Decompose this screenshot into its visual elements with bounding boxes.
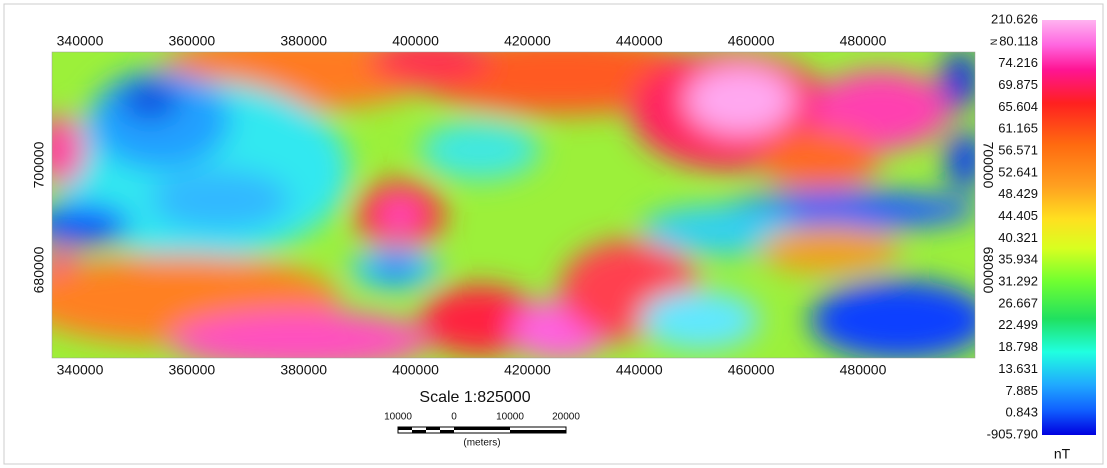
scale-label: 20000 — [552, 412, 580, 423]
x-tick-label-top: 440000 — [616, 33, 663, 49]
colorbar-label: 13.631 — [998, 361, 1038, 376]
x-tick-label-bottom: 420000 — [504, 362, 551, 378]
colorbar-label: 18.798 — [998, 339, 1038, 354]
x-tick-label-bottom: 480000 — [840, 362, 887, 378]
colorbar-label: 74.216 — [998, 55, 1038, 70]
x-tick-label-bottom: 340000 — [57, 362, 104, 378]
x-tick-label-top: 400000 — [392, 33, 439, 49]
anomaly-map — [20, 30, 990, 370]
x-tick-label-top: 360000 — [168, 33, 215, 49]
unit-label: nT — [1054, 446, 1071, 462]
colorbar-label: 80.118 — [999, 33, 1038, 48]
x-tick-label-bottom: 380000 — [280, 362, 327, 378]
colorbar-label: 210.626 — [991, 11, 1038, 26]
colorbar-label: 69.875 — [998, 77, 1038, 92]
y-tick-label-right: 680000 — [980, 247, 996, 294]
colorbar-label: 26.667 — [998, 295, 1038, 310]
x-tick-label-top: 420000 — [504, 33, 551, 49]
x-tick-label-top: 460000 — [728, 33, 775, 49]
colorbar-label: 48.429 — [998, 186, 1038, 201]
colorbar-label: 65.604 — [998, 99, 1038, 114]
colorbar-label: 52.641 — [998, 164, 1038, 179]
colorbar-label: 56.571 — [998, 142, 1038, 157]
scale-label: 10000 — [384, 412, 412, 423]
x-tick-label-top: 480000 — [840, 33, 887, 49]
x-tick-label-top: 340000 — [57, 33, 104, 49]
colorbar-label: 61.165 — [998, 121, 1038, 136]
colorbar-label: 22.499 — [998, 317, 1038, 332]
scale-bar — [398, 427, 566, 433]
x-tick-label-bottom: 460000 — [728, 362, 775, 378]
x-tick-label-bottom: 440000 — [616, 362, 663, 378]
x-tick-label-top: 380000 — [280, 33, 327, 49]
x-tick-label-bottom: 360000 — [168, 362, 215, 378]
colorbar-label: 40.321 — [998, 230, 1038, 245]
scale-label: 10000 — [496, 412, 524, 423]
scale-title: Scale 1:825000 — [419, 389, 530, 406]
y-tick-label-right: 700000 — [980, 142, 996, 189]
colorbar-label: 0.843 — [1005, 405, 1038, 420]
colorbar — [1042, 20, 1096, 435]
scale-label: 0 — [451, 412, 457, 423]
colorbar-label: 44.405 — [998, 208, 1038, 223]
y-tick-label-left: 700000 — [31, 141, 47, 188]
y-tick-label-left: 680000 — [31, 246, 47, 293]
colorbar-label: -905.790 — [987, 426, 1038, 441]
scale-unit: (meters) — [463, 438, 500, 449]
north-label: N — [989, 39, 999, 46]
colorbar-label: 35.934 — [998, 252, 1038, 267]
colorbar-label: 7.885 — [1005, 383, 1038, 398]
x-tick-label-bottom: 400000 — [392, 362, 439, 378]
colorbar-label: 31.292 — [998, 274, 1038, 289]
map-figure: N Scale 1:825000 (meters) nT 340000 34000… — [0, 0, 1107, 468]
